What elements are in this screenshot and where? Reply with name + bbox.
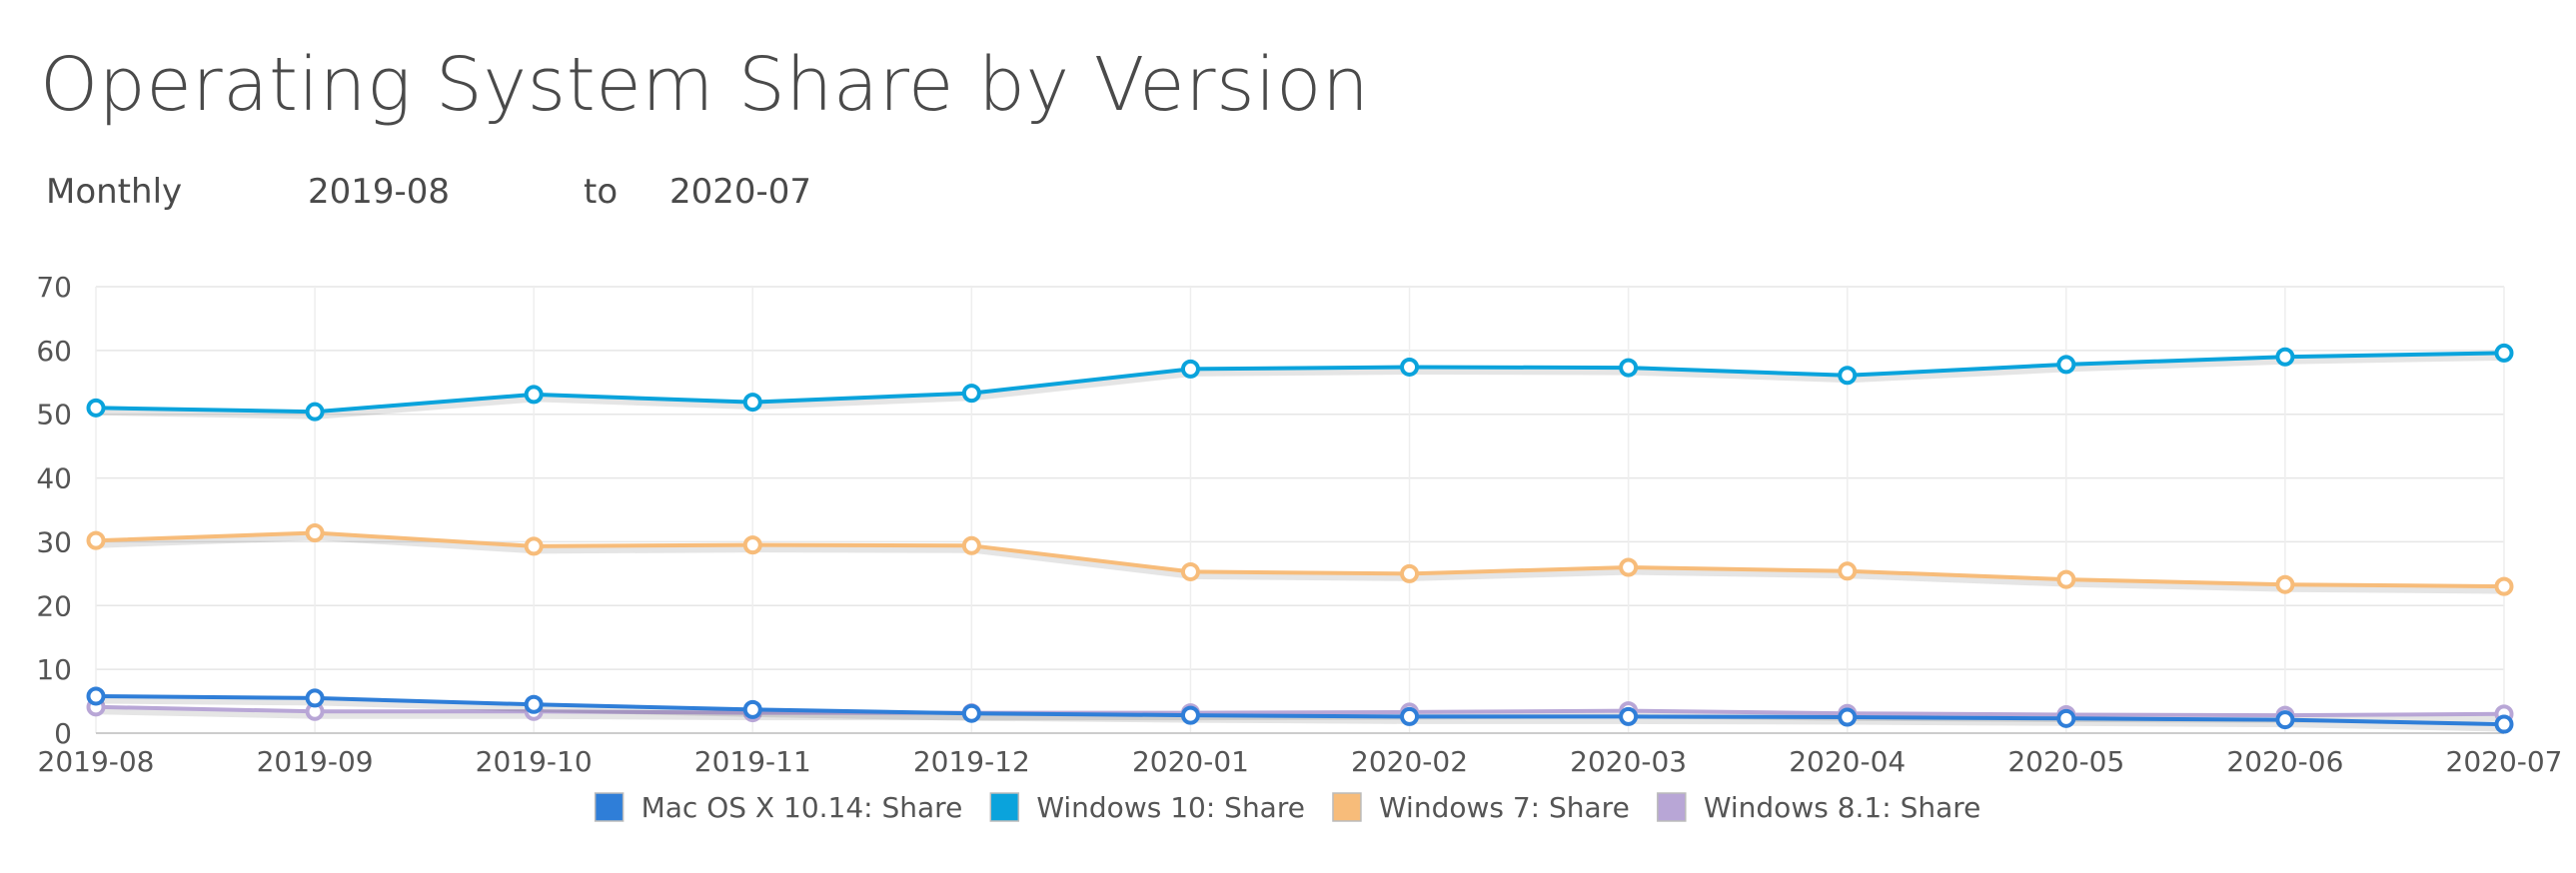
data-point: [86, 530, 106, 550]
chart-legend: Mac OS X 10.14: Share Windows 10: Share Wi…: [594, 791, 1981, 824]
legend-swatch: [989, 792, 1020, 822]
legend-item[interactable]: Windows 7: Share: [1332, 791, 1630, 824]
y-tick-label: 20: [36, 589, 72, 622]
y-tick-label: 70: [36, 271, 72, 304]
data-point: [2275, 347, 2295, 367]
x-tick-label: 2020-02: [1351, 745, 1468, 778]
data-point: [1400, 563, 1420, 583]
y-tick-label: 0: [54, 717, 72, 750]
legend-swatch: [1332, 792, 1362, 822]
series-group: [86, 686, 2514, 734]
legend-item[interactable]: Mac OS X 10.14: Share: [594, 791, 963, 824]
data-point: [1180, 705, 1200, 725]
x-tick-label: 2020-01: [1132, 745, 1249, 778]
chart-grid: [95, 286, 2505, 734]
series-line: [94, 694, 2506, 727]
to-label: to: [584, 172, 619, 212]
data-point: [1838, 366, 1858, 386]
data-point: [2056, 708, 2076, 728]
data-point: [961, 535, 981, 555]
series-line-shadow: [94, 353, 2510, 420]
data-point: [742, 699, 762, 719]
legend-swatch: [1657, 792, 1687, 822]
series-group: [86, 343, 2514, 422]
data-point: [1838, 561, 1858, 581]
data-point: [305, 402, 325, 422]
series-line-shadow: [94, 533, 2510, 594]
line-chart: 0 10 20 30 40 50 60 70 2019-08 2019-09 2019-10 2019…: [0, 260, 2576, 873]
x-tick-label: 2019-09: [257, 745, 374, 778]
end-date-input[interactable]: 2020-07: [669, 172, 812, 212]
data-point: [961, 703, 981, 723]
data-point: [86, 686, 106, 706]
series-group: [86, 522, 2514, 596]
data-point: [961, 384, 981, 404]
data-point: [1400, 706, 1420, 726]
data-point: [2494, 714, 2514, 734]
y-tick-label: 40: [36, 462, 72, 495]
data-point: [1619, 358, 1639, 378]
data-point: [1400, 357, 1420, 377]
data-point: [2056, 355, 2076, 375]
series-line: [94, 530, 2506, 589]
chart-axes: 0 10 20 30 40 50 60 70 2019-08 2019-09 2019-10 2019…: [36, 271, 2562, 778]
series-line: [94, 704, 2506, 718]
data-point: [2056, 569, 2076, 589]
y-tick-label: 30: [36, 525, 72, 558]
data-point: [2494, 343, 2514, 363]
data-point: [524, 385, 544, 405]
x-tick-label: 2020-06: [2226, 745, 2343, 778]
x-tick-label: 2019-11: [694, 745, 811, 778]
data-point: [1619, 706, 1639, 726]
data-point: [524, 694, 544, 714]
data-point: [1619, 557, 1639, 577]
data-point: [305, 688, 325, 708]
data-point: [1180, 561, 1200, 581]
y-tick-label: 50: [36, 399, 72, 432]
period-select[interactable]: Monthly: [46, 172, 183, 212]
data-point: [305, 522, 325, 542]
legend-item[interactable]: Windows 10: Share: [989, 791, 1305, 824]
data-point: [742, 393, 762, 413]
data-point: [86, 398, 106, 418]
x-tick-label: 2020-04: [1789, 745, 1906, 778]
date-range-controls: Monthly 2019-08 to 2020-07: [0, 168, 999, 216]
start-date-input[interactable]: 2019-08: [308, 172, 451, 212]
legend-label: Windows 10: Share: [1036, 791, 1305, 824]
data-point: [1838, 707, 1858, 727]
chart-series: [86, 343, 2514, 734]
x-tick-label: 2019-08: [38, 745, 155, 778]
x-tick-label: 2019-12: [913, 745, 1030, 778]
x-tick-label: 2020-05: [2007, 745, 2124, 778]
data-point: [2494, 576, 2514, 596]
data-point: [2275, 710, 2295, 730]
data-point: [1180, 359, 1200, 379]
data-point: [2275, 574, 2295, 594]
y-tick-label: 10: [36, 653, 72, 686]
x-tick-label: 2020-03: [1570, 745, 1687, 778]
series-line-shadow: [94, 696, 2510, 732]
legend-label: Windows 8.1: Share: [1704, 791, 1981, 824]
legend-label: Mac OS X 10.14: Share: [642, 791, 963, 824]
legend-swatch: [594, 792, 625, 822]
data-point: [524, 536, 544, 556]
x-tick-label: 2019-10: [476, 745, 593, 778]
chart-canvas: 0 10 20 30 40 50 60 70 2019-08 2019-09 2019-10 2019…: [36, 271, 2562, 824]
x-tick-label: 2020-07: [2446, 745, 2563, 778]
y-tick-label: 60: [36, 335, 72, 368]
data-point: [742, 535, 762, 555]
legend-item[interactable]: Windows 8.1: Share: [1657, 791, 1981, 824]
series-line: [94, 351, 2506, 415]
legend-label: Windows 7: Share: [1379, 791, 1630, 824]
page-title: Operating System Share by Version: [40, 42, 1370, 128]
